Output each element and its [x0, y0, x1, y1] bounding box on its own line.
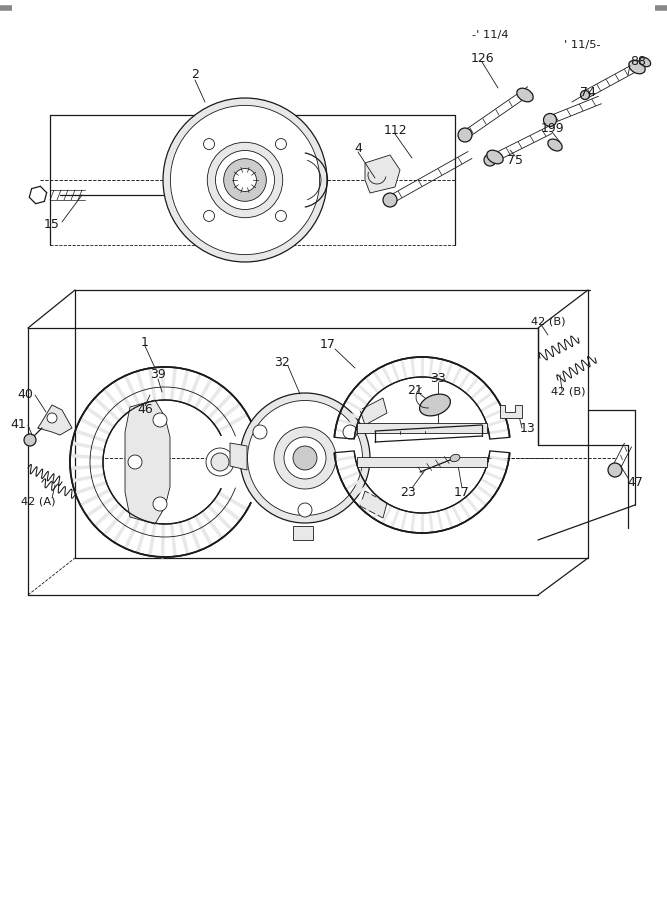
Circle shape	[343, 425, 357, 439]
Ellipse shape	[240, 393, 370, 523]
Text: 47: 47	[627, 475, 643, 489]
Circle shape	[275, 211, 286, 221]
Text: 112: 112	[383, 123, 407, 137]
Ellipse shape	[247, 400, 362, 516]
Text: 40: 40	[17, 389, 33, 401]
Circle shape	[293, 446, 317, 470]
Circle shape	[458, 128, 472, 142]
Circle shape	[153, 413, 167, 427]
Circle shape	[203, 139, 215, 149]
Text: ' 11/5-: ' 11/5-	[564, 40, 600, 50]
Circle shape	[580, 91, 590, 100]
Ellipse shape	[548, 139, 562, 151]
Text: 42 (B): 42 (B)	[531, 317, 565, 327]
Polygon shape	[360, 491, 387, 518]
Polygon shape	[357, 457, 487, 467]
Polygon shape	[357, 423, 487, 433]
Ellipse shape	[207, 142, 283, 218]
Ellipse shape	[215, 150, 275, 210]
Ellipse shape	[163, 98, 327, 262]
Circle shape	[298, 503, 312, 517]
Ellipse shape	[420, 394, 450, 416]
Text: 17: 17	[454, 485, 470, 499]
Text: 46: 46	[137, 403, 153, 417]
Text: 88: 88	[630, 56, 646, 68]
Text: 2: 2	[191, 68, 199, 82]
Circle shape	[608, 463, 622, 477]
Ellipse shape	[206, 448, 234, 476]
Polygon shape	[500, 405, 522, 418]
Ellipse shape	[274, 427, 336, 489]
Ellipse shape	[640, 58, 650, 67]
Ellipse shape	[629, 60, 645, 74]
Text: 41: 41	[10, 418, 26, 431]
Circle shape	[47, 413, 57, 423]
Text: 4: 4	[354, 141, 362, 155]
Circle shape	[484, 154, 496, 166]
Text: 75: 75	[507, 154, 523, 166]
Circle shape	[383, 193, 397, 207]
Circle shape	[253, 425, 267, 439]
Text: 33: 33	[430, 372, 446, 384]
Ellipse shape	[284, 437, 326, 479]
Circle shape	[203, 211, 215, 221]
Polygon shape	[365, 155, 400, 193]
Polygon shape	[293, 526, 313, 540]
Text: 32: 32	[274, 356, 290, 368]
Polygon shape	[360, 398, 387, 425]
Circle shape	[544, 113, 556, 127]
Circle shape	[275, 139, 286, 149]
Ellipse shape	[517, 88, 533, 102]
Ellipse shape	[170, 105, 319, 255]
Text: 42 (B): 42 (B)	[551, 387, 585, 397]
Ellipse shape	[233, 168, 257, 192]
Circle shape	[128, 455, 142, 469]
Text: 1: 1	[141, 336, 149, 348]
Text: 15: 15	[44, 219, 60, 231]
Ellipse shape	[487, 150, 503, 164]
Text: 39: 39	[150, 368, 166, 382]
Text: 23: 23	[400, 485, 416, 499]
Ellipse shape	[211, 453, 229, 471]
Polygon shape	[230, 443, 247, 470]
Ellipse shape	[450, 454, 460, 462]
Text: 199: 199	[540, 122, 564, 134]
Text: 42 (A): 42 (A)	[21, 497, 55, 507]
Circle shape	[153, 497, 167, 511]
Text: 13: 13	[520, 421, 536, 435]
Text: 74: 74	[580, 86, 596, 98]
Ellipse shape	[223, 158, 266, 202]
Circle shape	[24, 434, 36, 446]
Text: 126: 126	[470, 51, 494, 65]
Polygon shape	[125, 400, 170, 524]
Polygon shape	[38, 405, 72, 435]
Text: 17: 17	[320, 338, 336, 352]
Text: 21: 21	[407, 383, 423, 397]
Text: -' 11/4: -' 11/4	[472, 30, 508, 40]
